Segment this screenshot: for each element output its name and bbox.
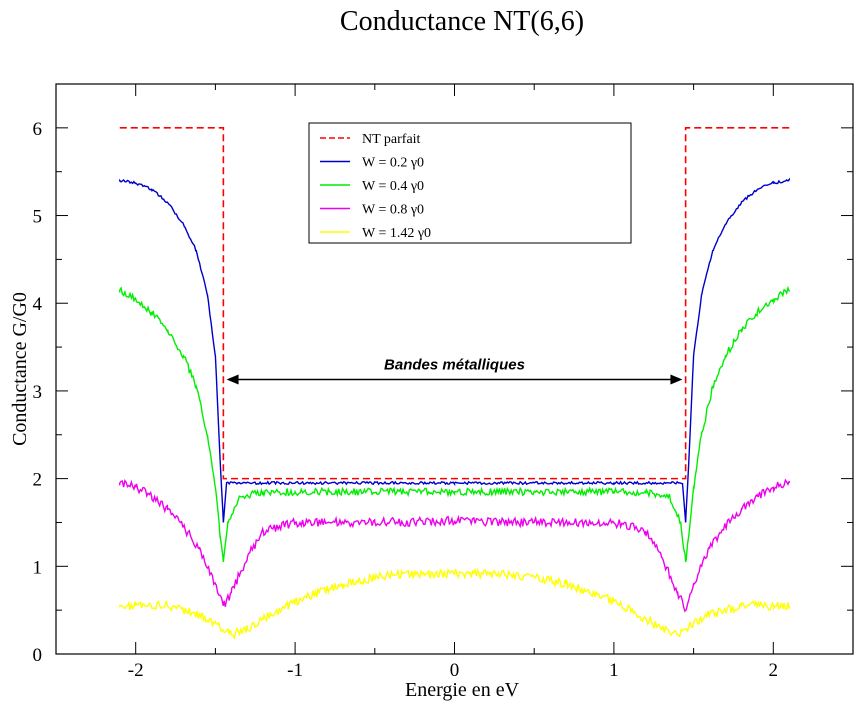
legend: NT parfait W = 0.2 γ0 W = 0.4 γ0 W = 0.8 γ0… — [308, 122, 632, 244]
x-tick-label: -2 — [128, 660, 144, 681]
x-tick-label: -1 — [287, 660, 303, 681]
chart-title: Conductance NT(6,6) — [340, 6, 584, 37]
legend-label-3: W = 0.4 γ0 — [362, 179, 424, 194]
legend-label-2: W = 0.2 γ0 — [362, 156, 424, 171]
annotation-arrowhead-right — [670, 374, 683, 385]
annotation-arrowhead-left — [226, 374, 239, 385]
series-line-3 — [119, 285, 790, 563]
legend-box — [308, 122, 632, 244]
y-tick-label: 1 — [33, 557, 43, 578]
series-line-5 — [119, 567, 790, 640]
y-axis-label: Conductance G/G0 — [9, 292, 31, 446]
y-tick-label: 5 — [33, 207, 43, 228]
y-tick-label: 4 — [33, 294, 43, 315]
legend-label-1: NT parfait — [362, 132, 421, 147]
annotation-group: Bandes métalliques — [226, 357, 683, 385]
y-tick-label: 0 — [33, 645, 43, 666]
y-tick-label: 6 — [33, 119, 43, 140]
x-tick-label: 1 — [609, 660, 619, 681]
legend-label-4: W = 0.8 γ0 — [362, 203, 424, 218]
axis-ticks: -2 -1 0 1 2 0 1 2 3 4 5 6 — [33, 83, 854, 681]
annotation-text: Bandes métalliques — [384, 357, 525, 374]
legend-label-5: W = 1.42 γ0 — [362, 226, 431, 241]
y-tick-label: 2 — [33, 470, 43, 491]
series-line-4 — [119, 478, 790, 613]
x-tick-label: 2 — [769, 660, 779, 681]
series-line-1 — [119, 127, 790, 480]
x-axis-label: Energie en eV — [405, 679, 520, 701]
series-layer — [119, 127, 790, 640]
y-tick-label: 3 — [33, 382, 43, 403]
series-line-2 — [119, 177, 790, 523]
x-tick-label: 0 — [450, 660, 460, 681]
